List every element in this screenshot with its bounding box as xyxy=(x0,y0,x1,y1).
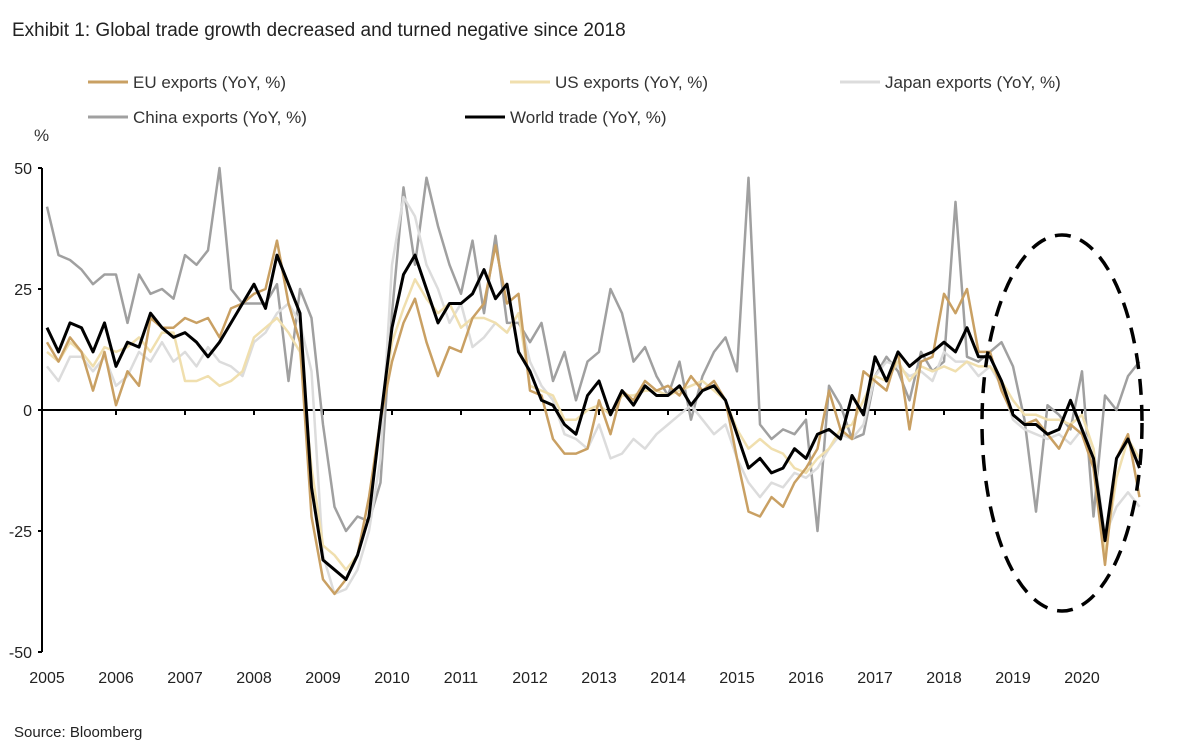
x-tick-label: 2016 xyxy=(788,670,824,687)
legend-label: Japan exports (YoY, %) xyxy=(885,73,1061,92)
y-tick-label: -25 xyxy=(9,524,32,541)
legend-label: World trade (YoY, %) xyxy=(510,108,667,127)
x-tick-label: 2018 xyxy=(926,670,962,687)
series-line-eu xyxy=(45,239,1141,596)
x-tick-label: 2012 xyxy=(512,670,548,687)
series-line-world xyxy=(45,253,1141,581)
y-tick-label: 50 xyxy=(14,161,32,178)
y-tick-label: -50 xyxy=(9,645,32,662)
legend-label: EU exports (YoY, %) xyxy=(133,73,286,92)
series-line-us xyxy=(46,278,1141,571)
legend-label: China exports (YoY, %) xyxy=(133,108,307,127)
x-tick-label: 2017 xyxy=(857,670,893,687)
x-tick-label: 2005 xyxy=(29,670,65,687)
series-lines xyxy=(45,166,1141,596)
series-line-china xyxy=(45,166,1141,533)
y-tick-label: 0 xyxy=(23,403,32,420)
x-tick-label: 2013 xyxy=(581,670,617,687)
series-line-japan xyxy=(46,195,1141,596)
x-tick-label: 2015 xyxy=(719,670,755,687)
x-tick-label: 2010 xyxy=(374,670,410,687)
y-axis-label: % xyxy=(34,126,49,145)
x-tick-label: 2020 xyxy=(1064,670,1100,687)
x-tick-label: 2008 xyxy=(236,670,272,687)
x-tick-label: 2006 xyxy=(98,670,134,687)
x-tick-label: 2009 xyxy=(305,670,341,687)
source-note: Source: Bloomberg xyxy=(14,724,143,741)
legend: EU exports (YoY, %) US exports (YoY, %) Ja… xyxy=(88,73,1061,127)
legend-label: US exports (YoY, %) xyxy=(555,73,708,92)
y-tick-label: 25 xyxy=(14,282,32,299)
x-tick-label: 2019 xyxy=(995,670,1031,687)
x-tick-label: 2011 xyxy=(444,670,479,687)
x-tick-label: 2007 xyxy=(167,670,203,687)
highlight-ellipse xyxy=(980,233,1144,613)
chart-title: Exhibit 1: Global trade growth decreased… xyxy=(12,20,626,41)
x-tick-label: 2014 xyxy=(650,670,686,687)
